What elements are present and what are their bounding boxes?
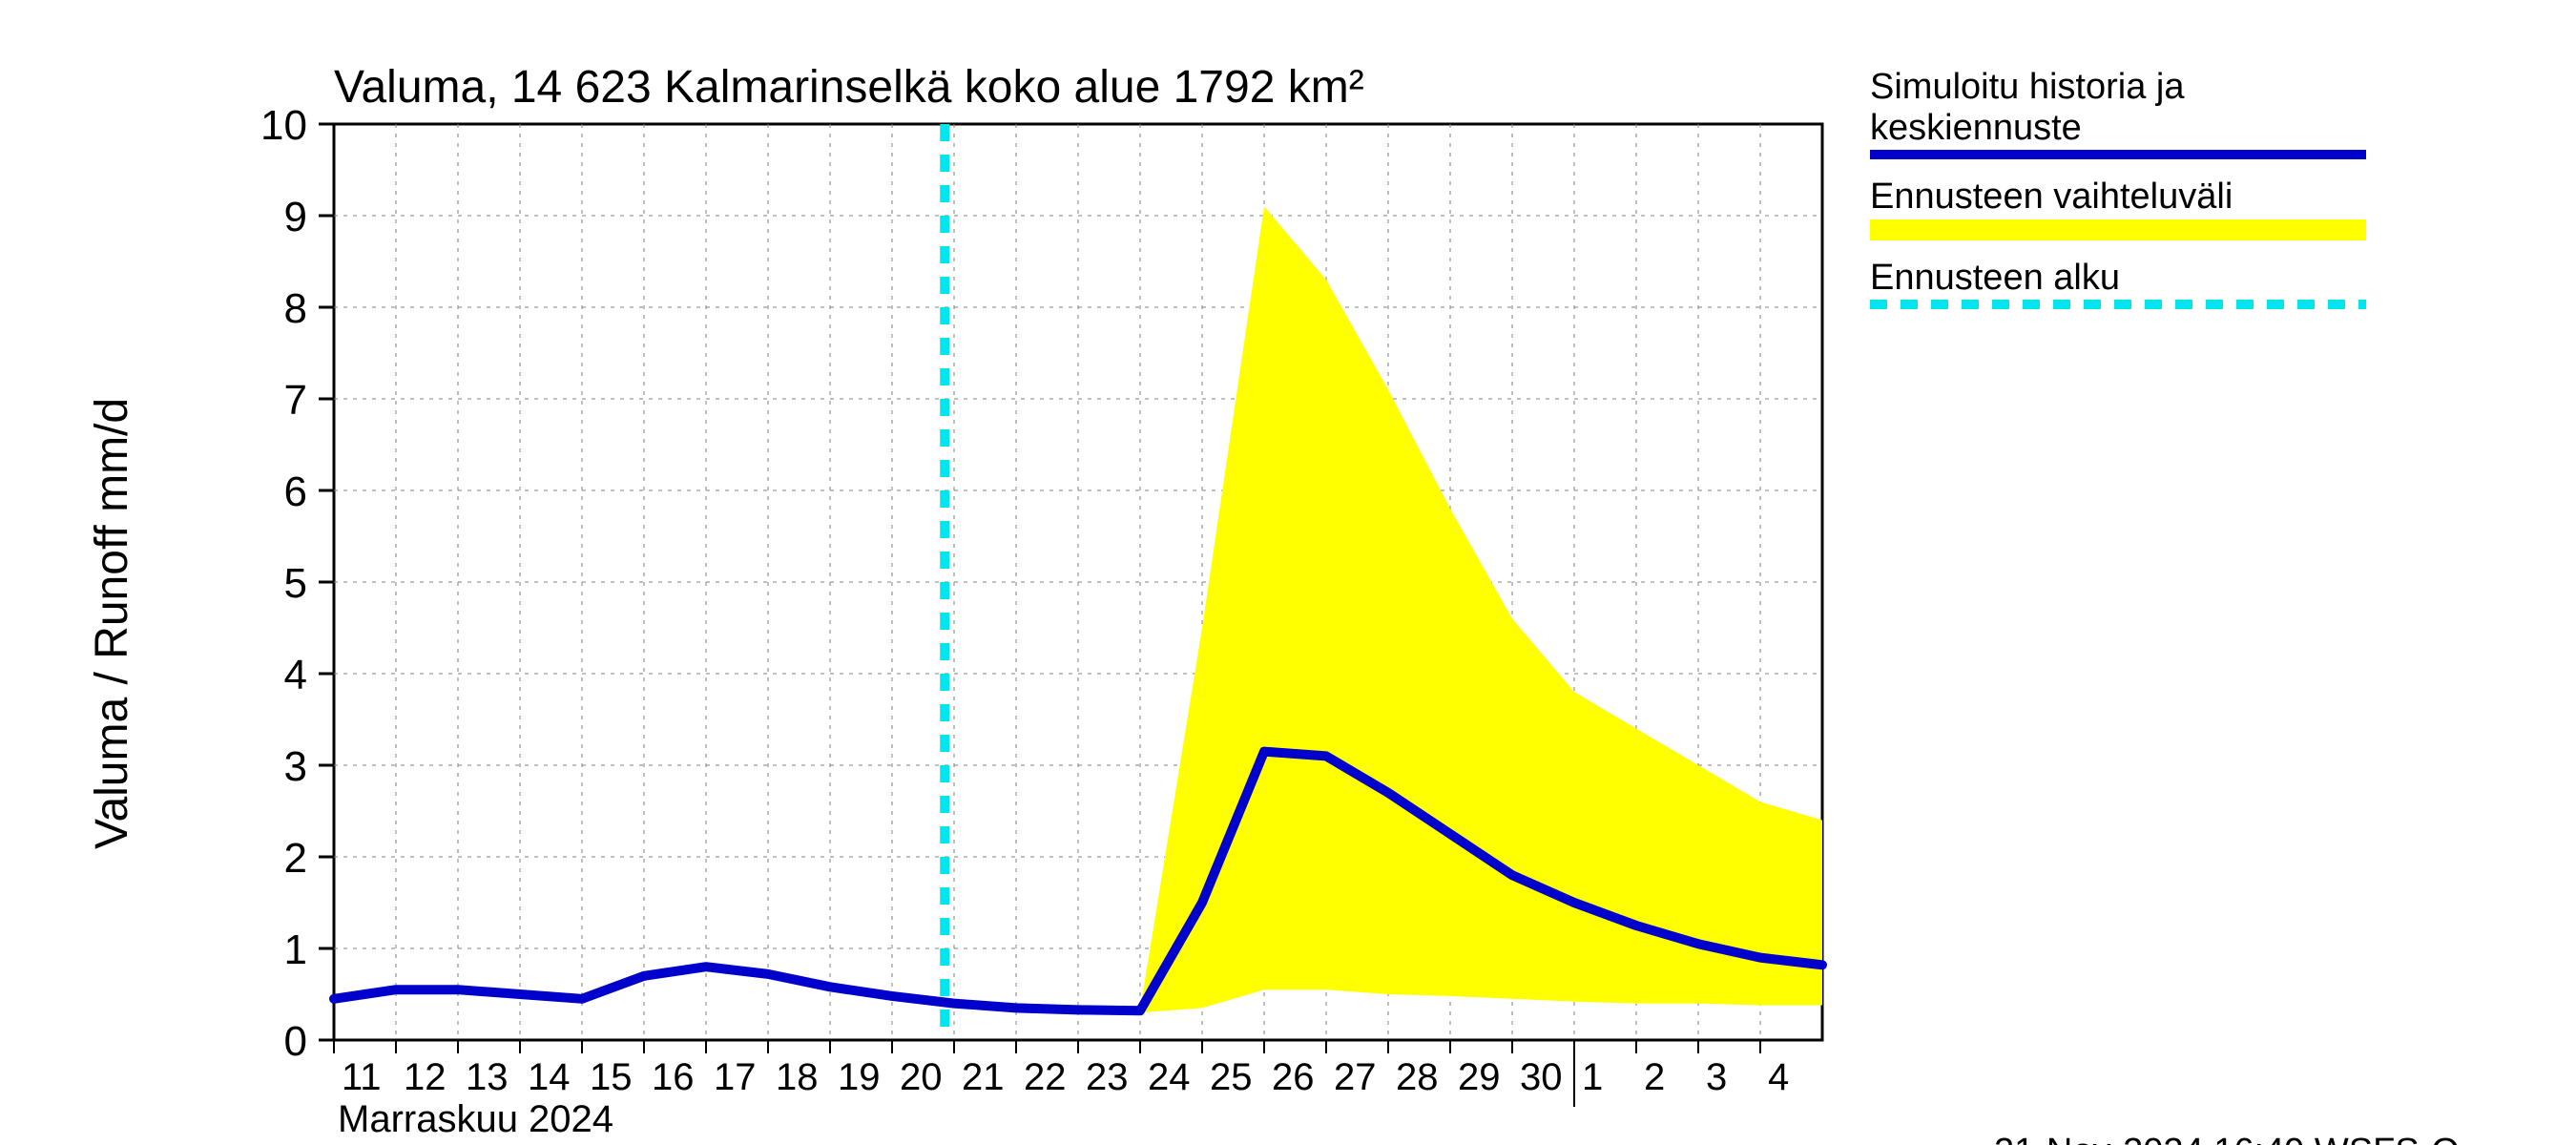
- legend-label-main: Simuloitu historia ja keskiennuste: [1870, 67, 2385, 148]
- legend-label-forecast: Ennusteen alku: [1870, 258, 2385, 299]
- svg-text:1: 1: [1582, 1056, 1603, 1098]
- svg-text:29: 29: [1458, 1056, 1501, 1098]
- svg-text:1: 1: [284, 926, 307, 973]
- svg-text:13: 13: [466, 1056, 509, 1098]
- svg-text:17: 17: [714, 1056, 757, 1098]
- svg-text:26: 26: [1272, 1056, 1315, 1098]
- svg-text:2: 2: [1644, 1056, 1665, 1098]
- svg-text:14: 14: [528, 1056, 571, 1098]
- svg-text:25: 25: [1210, 1056, 1253, 1098]
- svg-text:16: 16: [652, 1056, 695, 1098]
- svg-text:21: 21: [962, 1056, 1005, 1098]
- legend: Simuloitu historia ja keskiennuste Ennus…: [1870, 67, 2385, 326]
- footer-timestamp: 21-Nov-2024 16:49 WSFS-O: [1994, 1132, 2538, 1145]
- svg-text:6: 6: [284, 468, 307, 515]
- legend-swatch-forecast: [1870, 300, 2366, 309]
- y-axis-label: Valuma / Runoff mm/d: [86, 398, 138, 849]
- svg-text:18: 18: [776, 1056, 819, 1098]
- svg-text:3: 3: [284, 743, 307, 790]
- svg-text:15: 15: [590, 1056, 633, 1098]
- legend-item-forecast: Ennusteen alku: [1870, 258, 2385, 310]
- legend-item-band: Ennusteen vaihteluväli: [1870, 177, 2385, 240]
- svg-text:24: 24: [1148, 1056, 1191, 1098]
- svg-text:5: 5: [284, 560, 307, 607]
- svg-text:7: 7: [284, 377, 307, 424]
- svg-text:2: 2: [284, 835, 307, 882]
- svg-text:19: 19: [838, 1056, 881, 1098]
- svg-text:28: 28: [1396, 1056, 1439, 1098]
- month-label-en: November: [338, 1141, 613, 1145]
- svg-text:8: 8: [284, 285, 307, 332]
- svg-text:30: 30: [1520, 1056, 1563, 1098]
- svg-text:22: 22: [1024, 1056, 1067, 1098]
- svg-text:23: 23: [1086, 1056, 1129, 1098]
- month-label-fi: Marraskuu 2024: [338, 1097, 613, 1141]
- svg-text:20: 20: [900, 1056, 943, 1098]
- svg-text:12: 12: [404, 1056, 447, 1098]
- svg-text:3: 3: [1706, 1056, 1727, 1098]
- svg-text:27: 27: [1334, 1056, 1377, 1098]
- legend-swatch-band: [1870, 219, 2366, 240]
- chart-title: Valuma, 14 623 Kalmarinselkä koko alue 1…: [334, 61, 1364, 114]
- legend-label-band: Ennusteen vaihteluväli: [1870, 177, 2385, 218]
- svg-text:4: 4: [1768, 1056, 1789, 1098]
- chart-container: Valuma / Runoff mm/d Valuma, 14 623 Kalm…: [0, 0, 2576, 1145]
- svg-text:10: 10: [260, 102, 307, 149]
- legend-swatch-main: [1870, 150, 2366, 159]
- svg-text:9: 9: [284, 194, 307, 240]
- svg-text:0: 0: [284, 1018, 307, 1065]
- legend-item-main: Simuloitu historia ja keskiennuste: [1870, 67, 2385, 159]
- svg-text:11: 11: [342, 1056, 382, 1098]
- svg-text:4: 4: [284, 652, 307, 698]
